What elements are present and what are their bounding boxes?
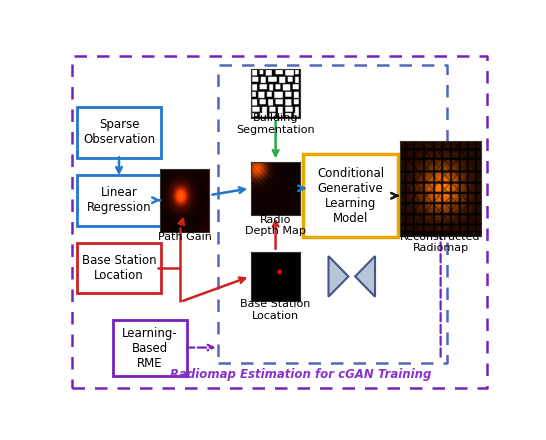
- FancyBboxPatch shape: [76, 242, 162, 293]
- Polygon shape: [355, 256, 375, 297]
- FancyBboxPatch shape: [76, 175, 162, 226]
- Text: Reconstructed
Radiomap: Reconstructed Radiomap: [400, 232, 481, 253]
- Text: Conditional
Generative
Learning
Model: Conditional Generative Learning Model: [317, 167, 384, 225]
- FancyBboxPatch shape: [76, 107, 162, 158]
- Text: Learning-
Based
RME: Learning- Based RME: [122, 327, 177, 370]
- Text: Radiomap Estimation for cGAN Training: Radiomap Estimation for cGAN Training: [170, 368, 432, 381]
- Text: Base Station
Location: Base Station Location: [240, 300, 311, 321]
- Text: Building
Segmentation: Building Segmentation: [236, 113, 315, 135]
- Text: Path Gain: Path Gain: [158, 232, 211, 242]
- Text: Radio
Depth Map: Radio Depth Map: [245, 215, 306, 236]
- Text: Linear
Regression: Linear Regression: [87, 186, 151, 214]
- FancyBboxPatch shape: [303, 154, 399, 238]
- Text: Base Station
Location: Base Station Location: [82, 254, 156, 282]
- Text: Sparse
Observation: Sparse Observation: [83, 118, 155, 147]
- Polygon shape: [329, 256, 348, 297]
- FancyBboxPatch shape: [112, 320, 187, 376]
